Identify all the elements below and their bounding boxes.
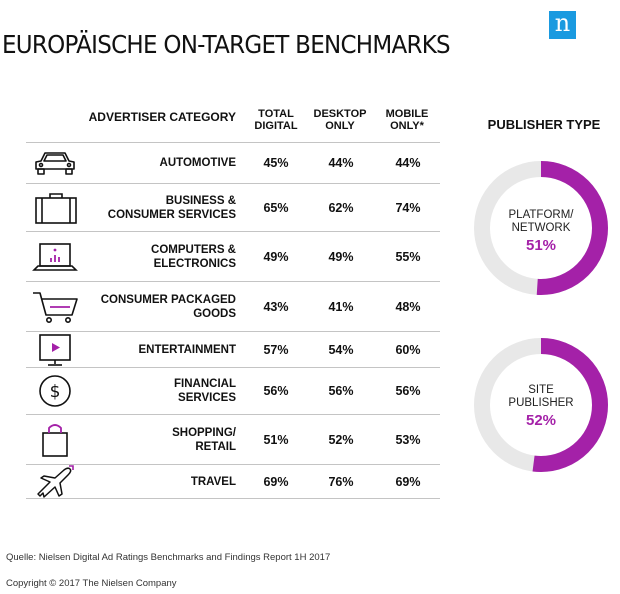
value-total-digital: 45%	[263, 156, 289, 170]
category-label: COMPUTERS & ELECTRONICS	[151, 243, 236, 270]
value-total-digital: 56%	[263, 384, 289, 398]
table-row: BUSINESS & CONSUMER SERVICES 65% 62% 74%	[26, 184, 440, 232]
car-icon	[35, 152, 75, 175]
header-advertiser-category: ADVERTISER CATEGORY	[88, 110, 236, 124]
donut-value-site-publisher: 52%	[525, 412, 557, 429]
value-mobile-only: 44%	[395, 156, 421, 170]
donut-label-platform-network: PLATFORM/ NETWORK	[508, 209, 574, 234]
briefcase-icon	[35, 192, 77, 224]
page-title: EUROPÄISCHE ON-TARGET BENCHMARKS	[2, 30, 451, 59]
header-desktop-only: DESKTOP ONLY	[313, 108, 367, 132]
value-mobile-only: 60%	[395, 342, 421, 357]
value-total-digital: 49%	[263, 249, 289, 264]
value-desktop-only: 76%	[328, 474, 354, 489]
value-desktop-only: 44%	[328, 156, 354, 170]
donut-arc-site-publisher	[474, 338, 608, 472]
nielsen-logo: n	[549, 11, 576, 39]
category-label: FINANCIAL SERVICES	[174, 378, 236, 404]
category-label: TRAVEL	[190, 475, 236, 488]
value-desktop-only: 56%	[328, 384, 354, 398]
video-screen-icon	[39, 333, 71, 366]
value-desktop-only: 62%	[328, 200, 354, 215]
value-desktop-only: 49%	[328, 249, 354, 264]
source-note: Quelle: Nielsen Digital Ad Ratings Bench…	[6, 552, 331, 563]
table-row: ENTERTAINMENT 57% 54% 60%	[26, 332, 440, 368]
table-row: CONSUMER PACKAGED GOODS 43% 41% 48%	[26, 282, 440, 332]
table-row: AUTOMOTIVE 45% 44% 44%	[26, 142, 440, 184]
donut-value-platform-network: 51%	[525, 237, 557, 254]
value-total-digital: 43%	[263, 299, 289, 314]
copyright-note: Copyright © 2017 The Nielsen Company	[6, 578, 177, 589]
value-mobile-only: 69%	[395, 474, 421, 489]
laptop-icon	[32, 242, 78, 271]
table-row: SHOPPING/ RETAIL 51% 52% 53%	[26, 415, 440, 465]
value-mobile-only: 53%	[395, 432, 421, 447]
value-mobile-only: 55%	[395, 249, 421, 264]
category-label: ENTERTAINMENT	[138, 343, 236, 356]
category-label: SHOPPING/ RETAIL	[172, 426, 236, 453]
value-desktop-only: 41%	[328, 299, 354, 314]
shopping-bag-icon	[42, 423, 68, 457]
value-mobile-only: 74%	[395, 200, 421, 215]
value-mobile-only: 56%	[395, 384, 421, 398]
value-total-digital: 69%	[263, 474, 289, 489]
dollar-coin-icon: $	[39, 375, 71, 407]
header-total-digital: TOTAL DIGITAL	[254, 108, 298, 132]
value-total-digital: 51%	[263, 432, 289, 447]
category-label: CONSUMER PACKAGED GOODS	[100, 293, 236, 320]
svg-text:$: $	[50, 382, 61, 402]
value-mobile-only: 48%	[395, 299, 421, 314]
donut-label-site-publisher: SITE PUBLISHER	[508, 384, 574, 409]
header-mobile-only: MOBILE ONLY*	[385, 108, 429, 132]
value-total-digital: 57%	[263, 342, 289, 357]
table-row: $ FINANCIAL SERVICES 56% 56% 56%	[26, 368, 440, 415]
donut-platform-network	[474, 161, 608, 295]
donut-arc-platform-network	[474, 161, 608, 295]
category-label: AUTOMOTIVE	[159, 157, 236, 169]
table-row: TRAVEL 69% 76% 69%	[26, 464, 440, 499]
publisher-type-title: PUBLISHER TYPE	[487, 117, 601, 132]
value-total-digital: 65%	[263, 200, 289, 215]
value-desktop-only: 54%	[328, 342, 354, 357]
donut-site-publisher	[474, 338, 608, 472]
category-label: BUSINESS & CONSUMER SERVICES	[107, 194, 236, 221]
value-desktop-only: 52%	[328, 432, 354, 447]
table-row: COMPUTERS & ELECTRONICS 49% 49% 55%	[26, 232, 440, 282]
airplane-icon	[37, 464, 74, 498]
shopping-cart-icon	[33, 291, 78, 323]
